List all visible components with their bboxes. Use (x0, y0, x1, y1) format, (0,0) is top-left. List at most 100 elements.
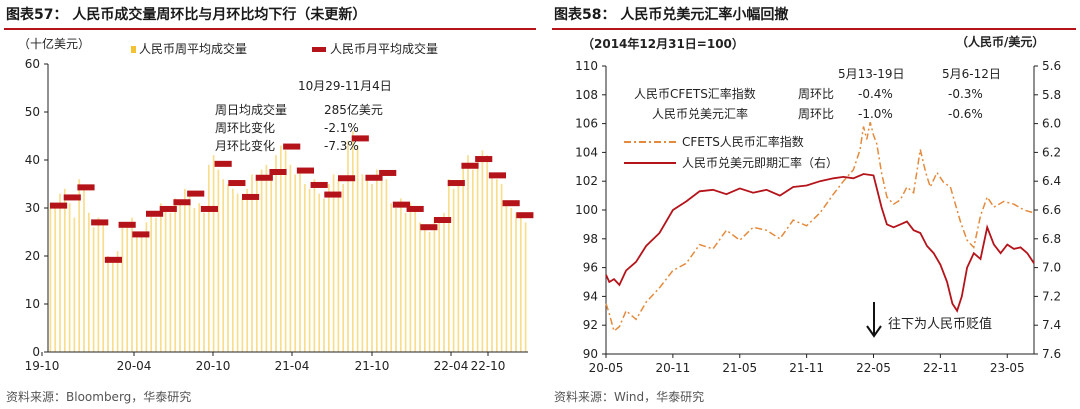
chart57-y-tick-label: 20 (25, 249, 40, 263)
chart57-title-rule (4, 28, 536, 30)
weekly-volume-bar (462, 164, 465, 352)
chart58-x-tick-label: 23-05 (990, 361, 1025, 375)
chart57-source: 资料来源：Bloomberg，华泰研究 (6, 390, 192, 404)
chart58-left-tick-label: 98 (583, 232, 598, 246)
weekly-volume-bar (275, 155, 277, 352)
chart58-left-tick-label: 106 (575, 117, 598, 131)
weekly-volume-bar (174, 198, 177, 352)
chart57-title: 图表57： 人民币成交量周环比与月环比均下行（未更新） (6, 7, 367, 23)
weekly-volume-bar (155, 217, 157, 352)
weekly-volume-bar (159, 203, 162, 352)
weekly-volume-bar (457, 184, 460, 352)
chart58-left-tick-label: 102 (575, 174, 598, 188)
monthly-volume-mark (255, 174, 273, 181)
monthly-volume-mark (406, 205, 424, 212)
weekly-volume-bar (193, 208, 196, 352)
weekly-volume-bar (241, 198, 244, 352)
chart57-annotation-label: 周环比变化 (215, 120, 275, 135)
weekly-volume-bar (519, 217, 522, 352)
weekly-volume-bar (390, 203, 393, 352)
chart57-x-tick-label: 22-10 (471, 359, 506, 373)
chart58-table-row-value2: -0.6% (948, 107, 983, 121)
weekly-volume-bar (135, 236, 138, 352)
weekly-volume-bar (404, 212, 407, 352)
monthly-volume-mark (159, 205, 177, 212)
weekly-volume-bar (78, 179, 81, 352)
weekly-volume-bar (92, 227, 95, 352)
chart58-left-tick-label: 104 (575, 145, 598, 159)
monthly-volume-mark (200, 205, 218, 212)
chart57-annotation-date: 10月29-11月4日 (298, 79, 392, 93)
weekly-volume-bar (337, 179, 340, 352)
weekly-volume-bar (188, 193, 191, 352)
chart58-x-tick-label: 21-11 (789, 361, 824, 375)
monthly-volume-mark (242, 193, 260, 200)
chart58-left-unit-label: （2014年12月31日=100） (582, 36, 744, 51)
chart58-left-tick-label: 92 (583, 318, 598, 332)
weekly-volume-bar (289, 164, 292, 352)
monthly-volume-mark (324, 191, 342, 198)
chart58-svg: （2014年12月31日=100） （人民币/美元） 90 92 94 96 98 100 10… (575, 34, 1061, 375)
monthly-volume-mark (283, 143, 301, 150)
weekly-volume-bar (59, 193, 61, 352)
weekly-volume-bar (361, 174, 364, 352)
weekly-volume-bar (524, 222, 527, 352)
weekly-volume-bar (428, 232, 431, 352)
monthly-volume-mark (296, 167, 314, 174)
monthly-volume-mark (146, 210, 164, 217)
weekly-volume-bar (231, 188, 234, 352)
weekly-volume-bar (447, 179, 450, 352)
chart57-y-tick-label: 60 (25, 57, 40, 71)
cfets-index-line (605, 122, 1035, 333)
chart58-table-row-label: 人民币兑美元汇率 (652, 106, 748, 121)
chart57-annotation-value: 285亿美元 (324, 102, 383, 117)
chart57-legend-weekly-label: 人民币周平均成交量 (139, 41, 247, 56)
weekly-volume-bar (299, 169, 301, 352)
weekly-volume-bar (212, 155, 215, 352)
chart58-table-row-name: 周环比 (798, 87, 834, 101)
chart58-title: 图表58： 人民币兑美元汇率小幅回撤 (554, 7, 789, 23)
chart58-left-tick-label: 110 (575, 59, 598, 73)
weekly-volume-bar (150, 212, 153, 352)
chart57-x-tick-label: 20-10 (196, 359, 231, 373)
monthly-volume-mark (214, 160, 232, 167)
monthly-volume-mark (392, 201, 410, 208)
down-arrow-icon (866, 325, 882, 338)
weekly-volume-bar (255, 179, 258, 352)
weekly-volume-bar (270, 174, 273, 352)
weekly-volume-bar (49, 203, 52, 352)
weekly-volume-bar (97, 217, 100, 352)
weekly-volume-bar (294, 174, 297, 352)
chart58-right-tick-label: 7.4 (1042, 318, 1061, 332)
weekly-volume-bar (438, 222, 441, 352)
weekly-volume-bar (327, 184, 330, 352)
chart58-legend-usdcny-label: 人民币兑美元即期汇率（右） (682, 155, 838, 170)
weekly-volume-bar (510, 208, 513, 352)
weekly-volume-bar (443, 212, 445, 352)
weekly-volume-bar (222, 179, 225, 352)
chart58-table-row-value2: -0.3% (948, 87, 983, 101)
weekly-volume-bar (227, 184, 229, 352)
weekly-volume-bar (308, 188, 311, 352)
chart57-y-tick-label: 10 (25, 297, 40, 311)
weekly-volume-bar (198, 203, 201, 352)
weekly-volume-bar (116, 251, 119, 352)
chart58-table-row-value1: -1.0% (858, 107, 893, 121)
weekly-volume-bar (385, 179, 388, 352)
monthly-volume-mark (351, 135, 369, 142)
weekly-volume-bar (303, 184, 306, 352)
monthly-volume-mark (434, 217, 452, 223)
weekly-volume-bar (395, 208, 397, 352)
monthly-volume-mark (447, 180, 465, 187)
weekly-volume-bar (164, 208, 167, 352)
chart58-legend-cfets-label: CFETS人民币汇率指数 (682, 134, 804, 149)
weekly-volume-bar (505, 203, 508, 352)
monthly-volume-mark (516, 212, 534, 219)
chart58-right-tick-label: 5.8 (1042, 88, 1061, 102)
weekly-volume-bar (375, 169, 378, 352)
weekly-volume-bar (332, 174, 335, 352)
chart57-x-tick-label: 21-04 (275, 359, 310, 373)
monthly-volume-mark (63, 194, 81, 201)
chart57-legend-monthly-label: 人民币月平均成交量 (330, 41, 438, 56)
chart58-table-col1: 5月13-19日 (838, 67, 905, 81)
